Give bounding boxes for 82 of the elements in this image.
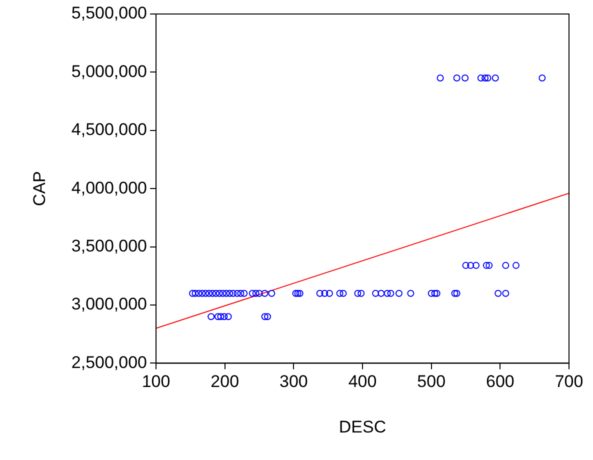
point: [372, 290, 380, 297]
point: [477, 74, 484, 82]
point: [340, 290, 347, 297]
point: [206, 290, 213, 297]
point: [292, 290, 300, 297]
y-tick-label: 3,500,000: [71, 236, 148, 256]
point: [387, 290, 394, 297]
point: [192, 290, 199, 297]
x-tick-label: 700: [554, 372, 584, 392]
point: [224, 313, 232, 320]
point: [208, 290, 216, 297]
point: [220, 313, 228, 320]
point: [226, 290, 234, 297]
y-tick-label: 5,500,000: [71, 4, 148, 23]
point: [261, 313, 268, 320]
point: [336, 290, 344, 297]
point: [395, 290, 402, 297]
point: [230, 290, 237, 297]
y-tick-label: 3,000,000: [71, 294, 148, 314]
x-tick-label: 300: [280, 372, 308, 392]
point: [482, 262, 490, 269]
point: [492, 74, 499, 82]
point: [512, 262, 520, 269]
y-tick-label: 4,000,000: [71, 178, 148, 198]
point: [198, 290, 206, 297]
point: [451, 290, 458, 297]
point: [248, 290, 256, 297]
y-axis-title: CAP: [30, 171, 49, 206]
x-tick-label: 500: [417, 372, 446, 392]
point: [316, 290, 324, 297]
point: [321, 290, 328, 297]
point: [462, 74, 469, 82]
point: [219, 290, 226, 297]
point: [484, 74, 492, 82]
point: [482, 74, 489, 82]
point: [486, 262, 493, 269]
point: [214, 313, 222, 320]
point: [436, 74, 444, 82]
y-tick-label: 2,500,000: [71, 352, 148, 372]
point: [208, 313, 215, 320]
point: [268, 290, 276, 297]
point: [384, 290, 391, 297]
y-tick-label: 5,000,000: [71, 62, 148, 81]
point: [237, 290, 244, 297]
point: [378, 290, 385, 297]
x-tick-label: 200: [210, 372, 240, 392]
point: [462, 262, 470, 269]
point: [428, 290, 435, 297]
point: [407, 290, 414, 297]
point: [264, 313, 272, 320]
point: [502, 262, 510, 269]
point: [216, 290, 223, 297]
point: [431, 290, 438, 297]
point: [189, 290, 196, 297]
point: [472, 262, 480, 269]
point: [453, 74, 460, 82]
point: [240, 290, 248, 297]
point: [234, 290, 241, 297]
point: [453, 290, 460, 297]
point: [222, 290, 230, 297]
x-tick-label: 400: [348, 372, 377, 392]
point: [326, 290, 333, 297]
point: [217, 313, 224, 320]
point: [252, 290, 260, 297]
point: [354, 290, 362, 297]
point: [494, 290, 502, 297]
point: [212, 290, 220, 297]
point: [202, 290, 210, 297]
point: [256, 290, 263, 297]
point: [195, 290, 202, 297]
point: [502, 290, 510, 297]
point: [358, 290, 365, 297]
y-tick-label: 4,500,000: [71, 120, 148, 140]
point: [296, 290, 304, 297]
point: [261, 290, 268, 297]
point: [538, 74, 546, 82]
point: [467, 262, 474, 269]
x-axis-title: DESC: [338, 417, 386, 436]
x-tick-label: 600: [486, 372, 514, 392]
point: [433, 290, 440, 297]
point: [294, 290, 302, 297]
x-tick-label: 100: [142, 372, 170, 392]
